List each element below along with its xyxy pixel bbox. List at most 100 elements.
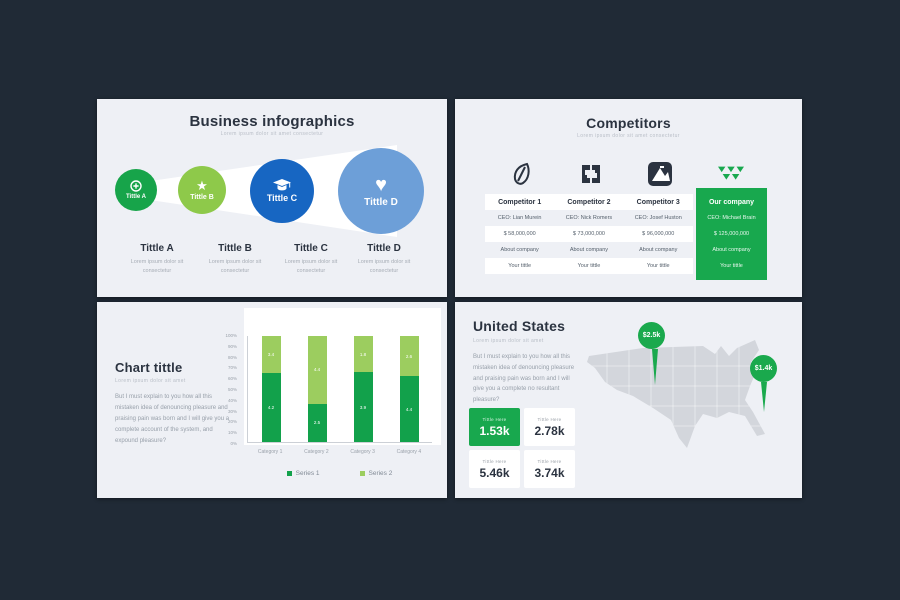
bar-category-4[interactable]: 4.4 2.6 [399,336,419,442]
chart-legend: Series 1 Series 2 [247,470,432,477]
y-tick: 30% [227,408,237,414]
mountain-logo-icon [647,161,673,187]
slide-united-states[interactable]: United States Lorem ipsum dolor sit amet… [455,302,802,498]
info-column-b: Tittle B Lorem ipsum dolor sit consectet… [196,243,274,277]
info-column-c: Tittle C Lorem ipsum dolor sit consectet… [272,243,350,277]
table-row-name: Competitor 1 Competitor 2 Competitor 3 [485,194,693,210]
comparison-table: Competitor 1 Competitor 2 Competitor 3 C… [485,194,693,274]
circle-label: Tittle D [364,196,398,208]
step-circle-d[interactable]: ♥ Tittle D [338,148,424,234]
stat-card-4[interactable]: Tittle Here 3.74k [524,450,575,488]
x-tick: Category 1 [257,449,283,455]
bar-category-2[interactable]: 2.5 4.4 [307,336,327,442]
x-tick: Category 2 [304,449,329,455]
x-tick: Category 3 [350,449,375,455]
stat-value: 3.74k [534,465,565,480]
pin-tail-icon [652,349,658,385]
series1-swatch-icon [286,471,292,476]
table-row-value: $ 58,000,000 $ 73,000,000 $ 96,000,000 [485,226,693,242]
series1-segment: 4.2 [261,373,281,442]
table-row-ceo: CEO: Lian Murein CEO: Nick Romers CEO: J… [485,210,693,226]
slide-title: United States [473,318,566,334]
y-tick: 100% [225,333,237,338]
series2-segment: 1.8 [353,336,373,373]
graduation-cap-icon [273,178,291,190]
ceo-cell: CEO: Nick Romers [565,215,613,221]
about-cell: About company [712,247,751,253]
about-cell: About company [500,247,539,253]
competitor-name: Competitor 3 [636,198,680,206]
ceo-cell: CEO: Lian Murein [497,215,542,221]
pin-value: $2.5k [638,322,665,349]
table-row-tittle: Your tittle Your tittle Your tittle [485,258,693,274]
pin-tail-icon [761,382,767,412]
y-tick: 20% [227,419,237,425]
legend-series-2: Series 2 [359,470,393,477]
item-desc: Lorem ipsum dolor sit consectetur [357,259,411,275]
competitor-name: Competitor 1 [498,198,542,206]
y-tick: 60% [227,376,237,382]
competitor-name: Competitor 2 [567,198,611,206]
slide-deck: Business infographics Lorem ipsum dolor … [97,99,802,498]
legend-series-1: Series 1 [286,470,320,477]
series1-segment: 2.5 [307,403,327,442]
info-column-d: Tittle D Lorem ipsum dolor sit consectet… [345,243,423,277]
value-cell: $ 125,000,000 [713,231,750,237]
table-row-about: About company About company About compan… [485,242,693,258]
item-title: Tittle B [218,243,252,254]
ceo-cell: CEO: Michael Brain [707,215,756,221]
circle-label: Tittle A [125,193,146,200]
stat-card-3[interactable]: Tittle Here 5.46k [469,450,520,488]
slide-title: Competitors [586,115,671,131]
y-tick: 80% [227,354,237,360]
stat-value: 5.46k [479,465,510,480]
triangles-logo-icon [718,161,744,187]
legend-label: Series 1 [295,470,320,477]
y-tick: 0% [230,440,237,446]
step-circle-a[interactable]: Tittle A [115,169,157,211]
stat-label: Tittle Here [482,458,507,464]
slide-subtitle: Lorem ipsum dolor sit amet [115,378,186,384]
our-company-card[interactable]: Our company CEO: Michael Brain $ 125,000… [696,188,767,280]
body-text: But I must explain to you how all this m… [115,394,230,445]
slide-subtitle: Lorem ipsum dolor sit amet [473,338,544,344]
usa-map [587,340,765,448]
series2-segment: 2.6 [399,336,419,377]
leaf-logo-icon [509,161,535,187]
item-title: Tittle C [294,243,328,254]
y-tick: 50% [227,386,237,392]
stat-label: Tittle Here [537,416,562,422]
tittle-cell: Your tittle [577,263,601,269]
y-tick: 70% [227,365,237,371]
step-circle-b[interactable]: ★ Tittle B [178,166,226,214]
tittle-cell: Your tittle [508,263,532,269]
bar-category-3[interactable]: 3.9 1.8 [353,336,373,442]
slide-chart[interactable]: Chart tittle Lorem ipsum dolor sit amet … [97,302,447,498]
legend-label: Series 2 [368,470,393,477]
y-tick: 10% [227,430,237,436]
tittle-cell: Your tittle [720,263,743,269]
series2-swatch-icon [359,471,365,476]
stat-card-1[interactable]: Tittle Here 1.53k [469,408,520,446]
item-title: Tittle D [367,243,401,254]
stat-label: Tittle Here [537,458,562,464]
bar-category-1[interactable]: 4.2 3.4 [261,336,281,442]
about-cell: About company [639,247,678,253]
map-pin-northwest[interactable]: $2.5k [638,322,665,385]
map-pin-southeast[interactable]: $1.4k [750,355,777,412]
slide-business-infographics[interactable]: Business infographics Lorem ipsum dolor … [97,99,447,297]
info-column-a: Tittle A Lorem ipsum dolor sit consectet… [118,243,196,277]
x-axis-labels: Category 1 Category 2 Category 3 Categor… [247,449,432,455]
stat-label: Tittle Here [482,416,507,422]
about-cell: About company [569,247,609,253]
stat-value: 2.78k [534,423,565,438]
slide-competitors[interactable]: Competitors Lorem ipsum dolor sit amet c… [455,99,802,297]
body-text: But I must explain to you how all this m… [473,354,575,404]
stat-value: 1.53k [479,423,510,438]
step-circle-c[interactable]: Tittle C [250,159,314,223]
stat-card-2[interactable]: Tittle Here 2.78k [524,408,575,446]
competitor-name: Our company [708,198,755,206]
item-desc: Lorem ipsum dolor sit consectetur [208,259,262,275]
y-tick: 90% [227,343,237,349]
y-tick: 40% [227,397,237,403]
